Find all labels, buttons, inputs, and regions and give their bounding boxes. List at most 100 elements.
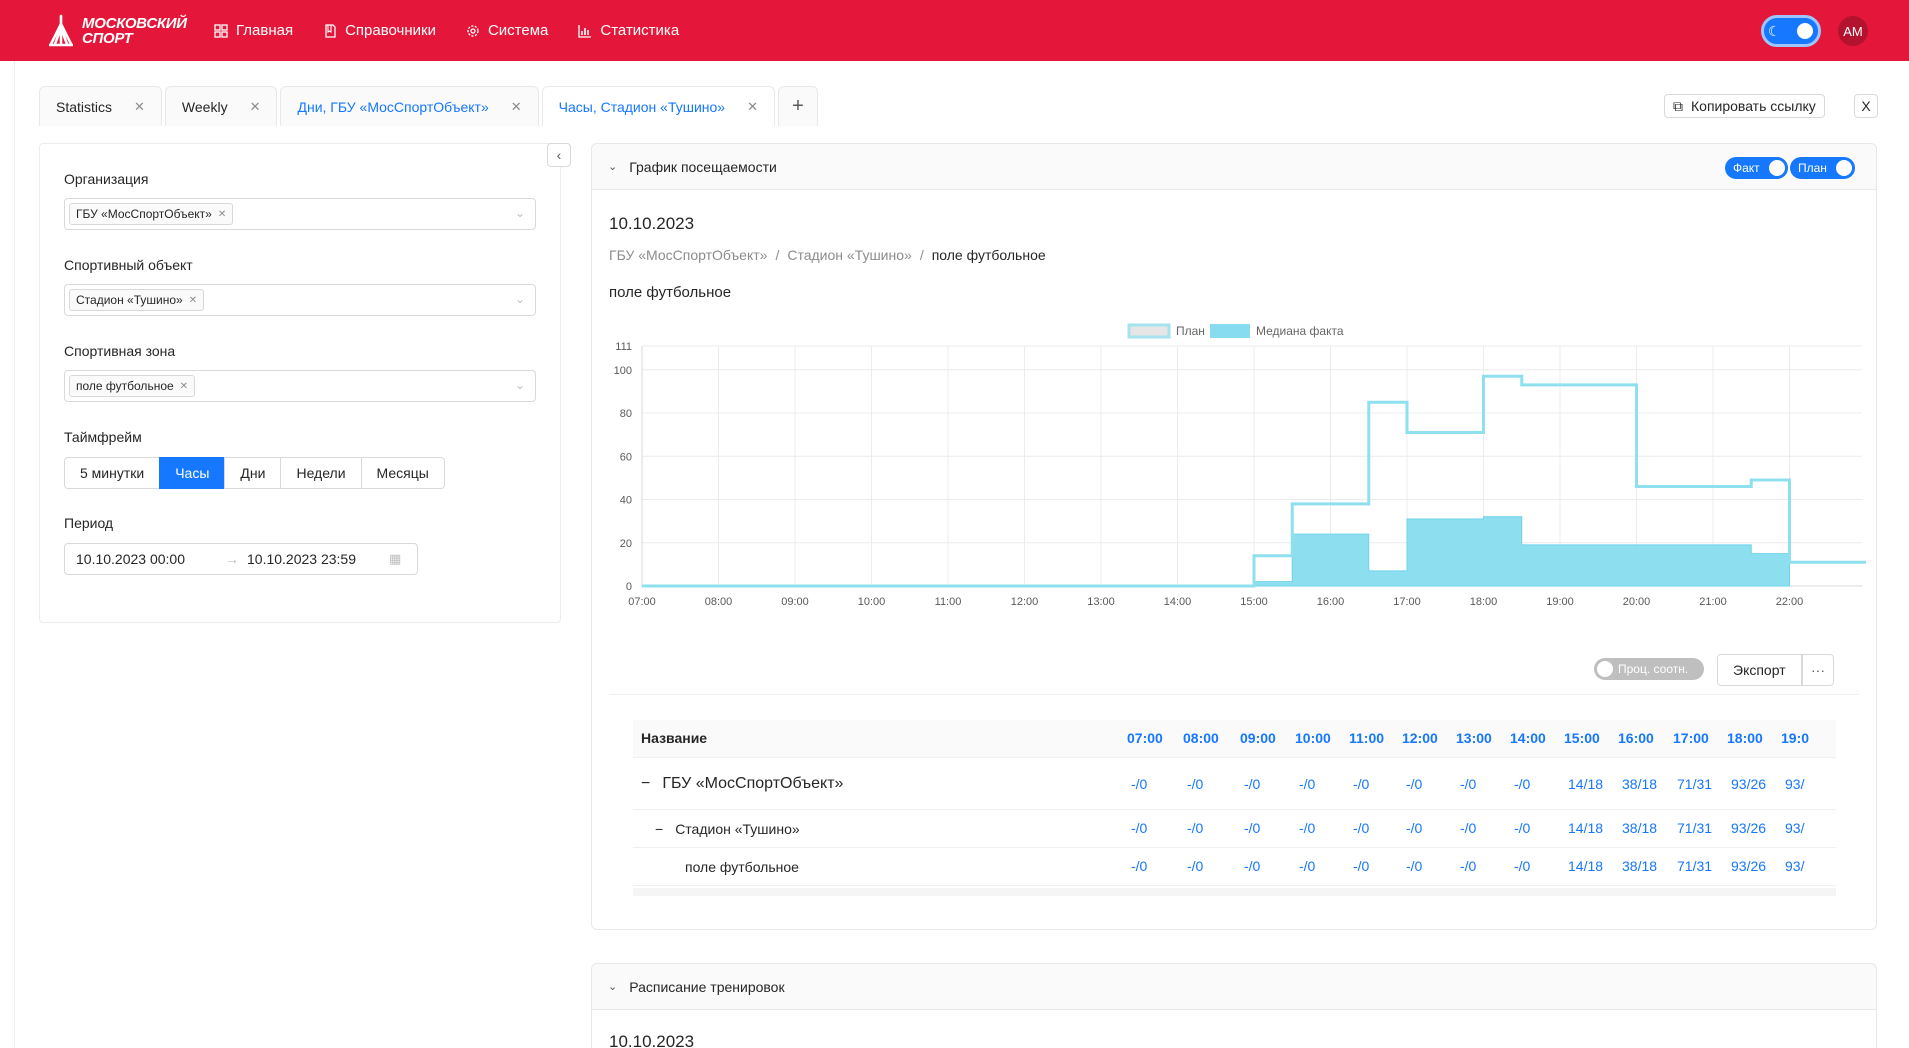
chevron-down-icon[interactable]: ⌄ — [608, 981, 618, 993]
table-cell[interactable]: -/0 — [1514, 776, 1531, 792]
table-cell[interactable]: -/0 — [1187, 820, 1204, 836]
timeframe-days[interactable]: Дни — [224, 457, 282, 489]
timeframe-weeks[interactable]: Недели — [280, 457, 362, 489]
add-tab-button[interactable]: + — [777, 86, 818, 126]
tab-days-org[interactable]: Дни, ГБУ «МосСпортОбъект» ✕ — [280, 86, 539, 126]
more-options-button[interactable]: ··· — [1802, 654, 1834, 686]
column-header-time[interactable]: 17:00 — [1673, 730, 1709, 746]
table-cell[interactable]: -/0 — [1406, 776, 1423, 792]
org-select[interactable]: ГБУ «МосСпортОбъект» ✕ ⌄ — [64, 198, 536, 230]
tab-statistics[interactable]: Statistics ✕ — [39, 86, 162, 126]
logo[interactable]: МОСКОВСКИЙ СПОРТ — [46, 14, 187, 48]
column-header-name[interactable]: Название — [641, 730, 708, 746]
table-cell[interactable]: -/0 — [1244, 776, 1261, 792]
column-header-time[interactable]: 10:00 — [1295, 730, 1331, 746]
column-header-time[interactable]: 07:00 — [1127, 730, 1163, 746]
timeframe-5min[interactable]: 5 минутки — [64, 457, 161, 489]
table-cell[interactable]: -/0 — [1187, 776, 1204, 792]
table-cell[interactable]: -/0 — [1299, 820, 1316, 836]
table-cell[interactable]: 71/31 — [1677, 858, 1713, 874]
table-cell[interactable]: 14/18 — [1568, 858, 1604, 874]
table-cell[interactable]: 93/ — [1785, 820, 1805, 836]
close-icon[interactable]: ✕ — [510, 98, 522, 114]
column-header-time[interactable]: 08:00 — [1183, 730, 1219, 746]
close-icon[interactable]: ✕ — [747, 98, 758, 114]
column-header-time[interactable]: 12:00 — [1402, 730, 1438, 746]
period-to[interactable]: 10.10.2023 23:59 — [247, 551, 356, 567]
table-cell[interactable]: 71/31 — [1677, 776, 1713, 792]
timeframe-months[interactable]: Месяцы — [360, 457, 445, 489]
table-cell[interactable]: -/0 — [1353, 776, 1370, 792]
table-row[interactable]: − Стадион «Тушино» -/0 -/0 -/0 -/0 -/0 -/0 -/0 -/… — [633, 810, 1836, 848]
table-cell[interactable]: -/0 — [1460, 820, 1477, 836]
column-header-time[interactable]: 11:00 — [1349, 730, 1385, 746]
table-row[interactable]: поле футбольное -/0 -/0 -/0 -/0 -/0 -/0 -/0 -/0 1… — [633, 848, 1836, 886]
collapse-row-icon[interactable]: − — [655, 820, 664, 837]
theme-toggle[interactable]: ☾ — [1761, 15, 1821, 47]
period-from[interactable]: 10.10.2023 00:00 — [76, 551, 185, 567]
export-button[interactable]: Экспорт — [1717, 654, 1802, 686]
column-header-time[interactable]: 19:0 — [1781, 730, 1810, 746]
tab-weekly[interactable]: Weekly ✕ — [164, 86, 278, 126]
table-cell[interactable]: 38/18 — [1622, 776, 1658, 792]
object-select[interactable]: Стадион «Тушино» ✕ ⌄ — [64, 284, 536, 316]
table-cell[interactable]: 93/26 — [1731, 776, 1767, 792]
table-cell[interactable]: 93/ — [1785, 776, 1805, 792]
nav-system[interactable]: Система — [466, 22, 548, 39]
nav-references[interactable]: Справочники — [323, 22, 436, 39]
chevron-down-icon[interactable]: ⌄ — [608, 161, 618, 173]
table-cell[interactable]: -/0 — [1131, 858, 1148, 874]
table-cell[interactable]: 14/18 — [1568, 776, 1604, 792]
table-cell[interactable]: -/0 — [1514, 820, 1531, 836]
column-header-time[interactable]: 13:00 — [1456, 730, 1492, 746]
table-cell[interactable]: 71/31 — [1677, 820, 1713, 836]
table-cell[interactable]: -/0 — [1131, 776, 1148, 792]
attendance-card-header[interactable]: ⌄ График посещаемости — [592, 144, 1876, 190]
column-header-time[interactable]: 14:00 — [1510, 730, 1546, 746]
timeframe-hours[interactable]: Часы — [159, 457, 226, 489]
table-cell[interactable]: -/0 — [1353, 858, 1370, 874]
column-header-time[interactable]: 15:00 — [1564, 730, 1600, 746]
close-icon[interactable]: ✕ — [217, 208, 227, 220]
breadcrumb-object[interactable]: Стадион «Тушино» — [787, 247, 912, 263]
percent-ratio-toggle[interactable]: Проц. соотн. — [1594, 658, 1704, 680]
table-cell[interactable]: 38/18 — [1622, 858, 1658, 874]
table-cell[interactable]: -/0 — [1353, 820, 1370, 836]
column-header-time[interactable]: 16:00 — [1618, 730, 1654, 746]
table-cell[interactable]: -/0 — [1244, 820, 1261, 836]
collapse-row-icon[interactable]: − — [641, 774, 651, 792]
table-cell[interactable]: -/0 — [1299, 858, 1316, 874]
period-range-picker[interactable]: 10.10.2023 00:00 → 10.10.2023 23:59 ▦ — [64, 543, 418, 575]
close-icon[interactable]: ✕ — [188, 294, 198, 306]
table-cell[interactable]: -/0 — [1299, 776, 1316, 792]
horizontal-scrollbar[interactable] — [633, 888, 1836, 896]
table-cell[interactable]: -/0 — [1406, 820, 1423, 836]
nav-statistics[interactable]: Статистика — [578, 22, 679, 39]
table-cell[interactable]: 38/18 — [1622, 820, 1658, 836]
table-cell[interactable]: -/0 — [1244, 858, 1261, 874]
avatar[interactable]: AM — [1838, 16, 1868, 46]
breadcrumb-org[interactable]: ГБУ «МосСпортОбъект» — [609, 247, 768, 263]
fact-toggle[interactable]: Факт — [1725, 157, 1788, 179]
table-cell[interactable]: 93/26 — [1731, 820, 1767, 836]
column-header-time[interactable]: 09:00 — [1240, 730, 1276, 746]
schedule-card-header[interactable]: ⌄ Расписание тренировок — [592, 964, 1876, 1010]
close-icon[interactable]: ✕ — [249, 98, 261, 114]
table-cell[interactable]: -/0 — [1131, 820, 1148, 836]
copy-link-button[interactable]: ⧉ Копировать ссылку — [1664, 94, 1825, 118]
table-cell[interactable]: 93/26 — [1731, 858, 1767, 874]
table-cell[interactable]: 14/18 — [1568, 820, 1604, 836]
table-cell[interactable]: -/0 — [1406, 858, 1423, 874]
column-header-time[interactable]: 18:00 — [1727, 730, 1763, 746]
table-cell[interactable]: -/0 — [1460, 776, 1477, 792]
close-icon[interactable]: ✕ — [179, 380, 189, 392]
table-row[interactable]: − ГБУ «МосСпортОбъект» -/0 -/0 -/0 -/0 -/0 -/0 -… — [633, 758, 1836, 810]
nav-home[interactable]: Главная — [214, 22, 293, 39]
collapse-panel-button[interactable]: ‹ — [547, 143, 571, 167]
tab-hours-stadium[interactable]: Часы, Стадион «Тушино» ✕ — [541, 86, 775, 126]
table-cell[interactable]: 93/ — [1785, 858, 1805, 874]
zone-select[interactable]: поле футбольное ✕ ⌄ — [64, 370, 536, 402]
table-cell[interactable]: -/0 — [1514, 858, 1531, 874]
close-icon[interactable]: ✕ — [134, 98, 145, 114]
table-cell[interactable]: -/0 — [1187, 858, 1204, 874]
